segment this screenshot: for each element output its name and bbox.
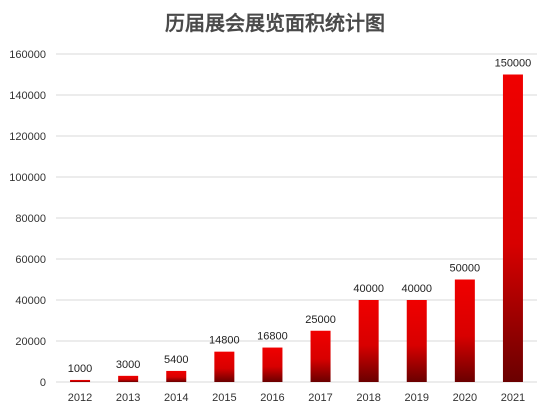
data-labels: 1000 3000 5400 14800 16800 25000 40000 40000 500… — [68, 58, 532, 375]
bar — [70, 379, 91, 382]
bar — [166, 370, 187, 382]
x-tick-label: 2018 — [356, 392, 380, 404]
y-tick-label: 140000 — [9, 90, 46, 102]
data-label: 1000 — [68, 363, 92, 375]
bar — [502, 74, 523, 382]
bar — [262, 347, 283, 382]
data-label: 14800 — [209, 335, 240, 347]
data-label: 150000 — [495, 58, 532, 70]
y-tick-label: 160000 — [9, 49, 46, 61]
data-label: 40000 — [353, 283, 384, 295]
x-tick-label: 2019 — [405, 392, 429, 404]
y-tick-label: 40000 — [15, 295, 46, 307]
bar — [454, 279, 475, 382]
y-tick-label: 80000 — [15, 213, 46, 225]
bar — [214, 351, 235, 382]
bar — [406, 300, 427, 382]
bar — [358, 300, 379, 382]
data-label: 40000 — [401, 283, 432, 295]
x-tick-label: 2014 — [164, 392, 188, 404]
x-tick-label: 2017 — [308, 392, 332, 404]
y-tick-label: 100000 — [9, 172, 46, 184]
bar — [118, 375, 139, 382]
y-tick-label: 120000 — [9, 131, 46, 143]
bar — [310, 330, 331, 382]
x-tick-label: 2021 — [501, 392, 525, 404]
chart-title: 历届展会展览面积统计图 — [165, 11, 385, 35]
x-tick-label: 2015 — [212, 392, 236, 404]
y-tick-label: 20000 — [15, 336, 46, 348]
grid-lines — [56, 53, 537, 383]
data-label: 5400 — [164, 354, 188, 366]
y-tick-label: 60000 — [15, 254, 46, 266]
data-label: 25000 — [305, 314, 336, 326]
x-axis-ticks: 2012 2013 2014 2015 2016 2017 2018 2019 2020 2021 — [68, 392, 525, 404]
y-tick-label: 0 — [40, 377, 46, 389]
x-tick-label: 2016 — [260, 392, 284, 404]
x-tick-label: 2013 — [116, 392, 140, 404]
x-tick-label: 2012 — [68, 392, 92, 404]
data-label: 3000 — [116, 359, 140, 371]
data-label: 50000 — [450, 263, 481, 275]
data-label: 16800 — [257, 331, 288, 343]
bars — [70, 74, 523, 382]
y-axis-ticks: 0 20000 40000 60000 80000 100000 120000 140000 1… — [9, 49, 46, 389]
x-tick-label: 2020 — [453, 392, 477, 404]
